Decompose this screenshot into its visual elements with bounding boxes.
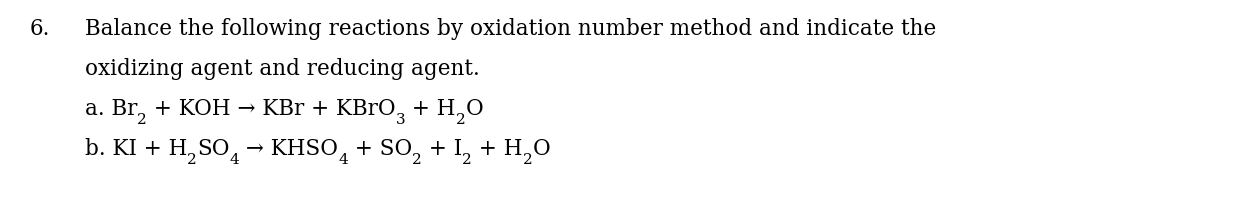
Text: 2: 2 <box>456 113 466 126</box>
Text: 6.: 6. <box>30 18 51 40</box>
Text: Balance the following reactions by oxidation number method and indicate the: Balance the following reactions by oxida… <box>84 18 936 40</box>
Text: 2: 2 <box>523 152 533 166</box>
Text: + SO: + SO <box>348 137 412 159</box>
Text: 2: 2 <box>188 152 197 166</box>
Text: 2: 2 <box>412 152 422 166</box>
Text: oxidizing agent and reducing agent.: oxidizing agent and reducing agent. <box>84 58 479 80</box>
Text: + KOH → KBr + KBrO: + KOH → KBr + KBrO <box>147 98 396 119</box>
Text: b. KI + H: b. KI + H <box>84 137 188 159</box>
Text: O: O <box>533 137 550 159</box>
Text: a. Br: a. Br <box>84 98 138 119</box>
Text: + H: + H <box>472 137 523 159</box>
Text: + H: + H <box>405 98 456 119</box>
Text: 4: 4 <box>338 152 348 166</box>
Text: → KHSO: → KHSO <box>240 137 338 159</box>
Text: O: O <box>466 98 483 119</box>
Text: 3: 3 <box>396 113 405 126</box>
Text: 2: 2 <box>138 113 147 126</box>
Text: SO: SO <box>197 137 230 159</box>
Text: + I: + I <box>422 137 462 159</box>
Text: 4: 4 <box>230 152 240 166</box>
Text: 2: 2 <box>462 152 472 166</box>
